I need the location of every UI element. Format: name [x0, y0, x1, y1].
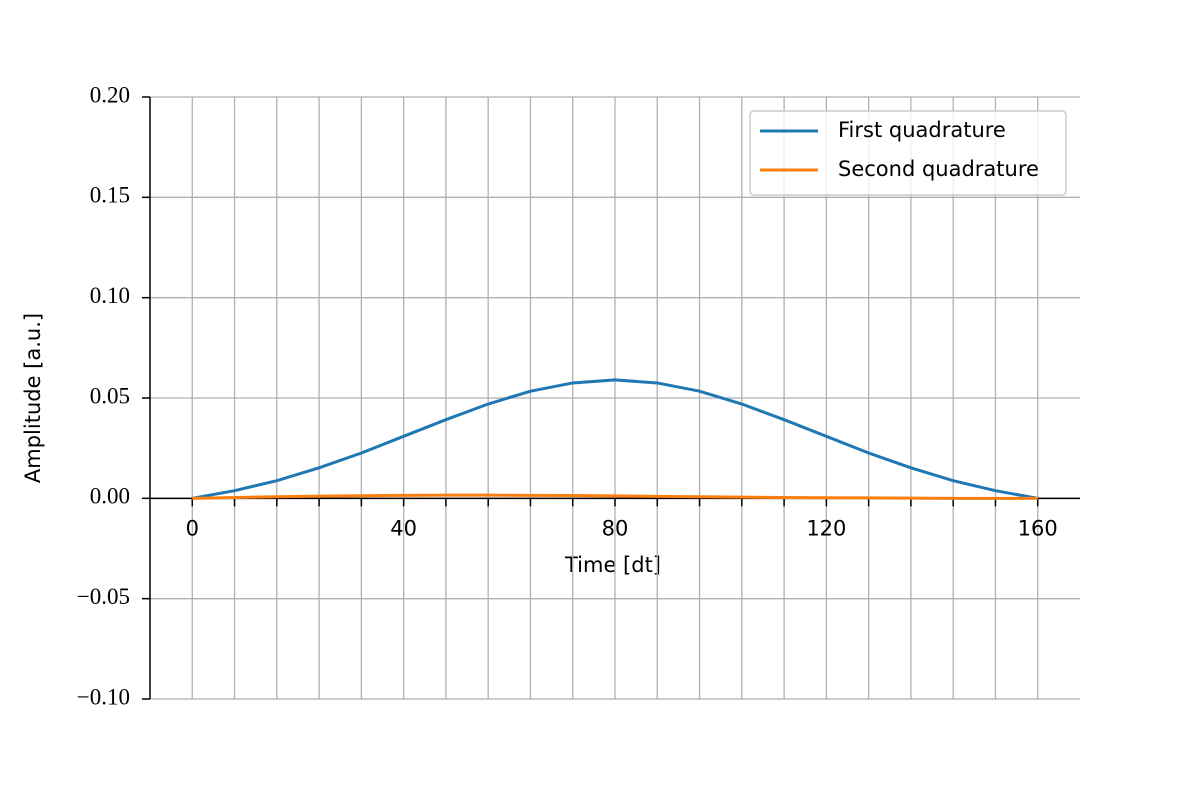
x-axis-label: Time [dt] — [564, 553, 661, 577]
legend-label: First quadrature — [838, 118, 1006, 142]
x-tick-label: 80 — [602, 516, 629, 540]
y-tick-label: 0.10 — [90, 283, 130, 308]
x-tick-label: 160 — [1018, 516, 1058, 540]
y-tick-label: 0.05 — [90, 383, 130, 408]
y-tick-label: −0.05 — [77, 584, 130, 609]
x-tick-label: 0 — [186, 516, 199, 540]
y-axis-label: Amplitude [a.u.] — [21, 313, 45, 483]
y-tick-label: −0.10 — [77, 684, 130, 709]
legend-label: Second quadrature — [838, 157, 1039, 181]
y-tick-label: 0.20 — [90, 82, 130, 107]
data-line — [192, 493, 1038, 500]
x-tick-label: 40 — [390, 516, 417, 540]
y-tick-label: 0.15 — [90, 183, 130, 208]
legend-box — [749, 110, 1067, 196]
y-tick-label: 0.00 — [90, 484, 130, 509]
x-tick-label: 120 — [806, 516, 846, 540]
data-line — [192, 378, 1038, 500]
